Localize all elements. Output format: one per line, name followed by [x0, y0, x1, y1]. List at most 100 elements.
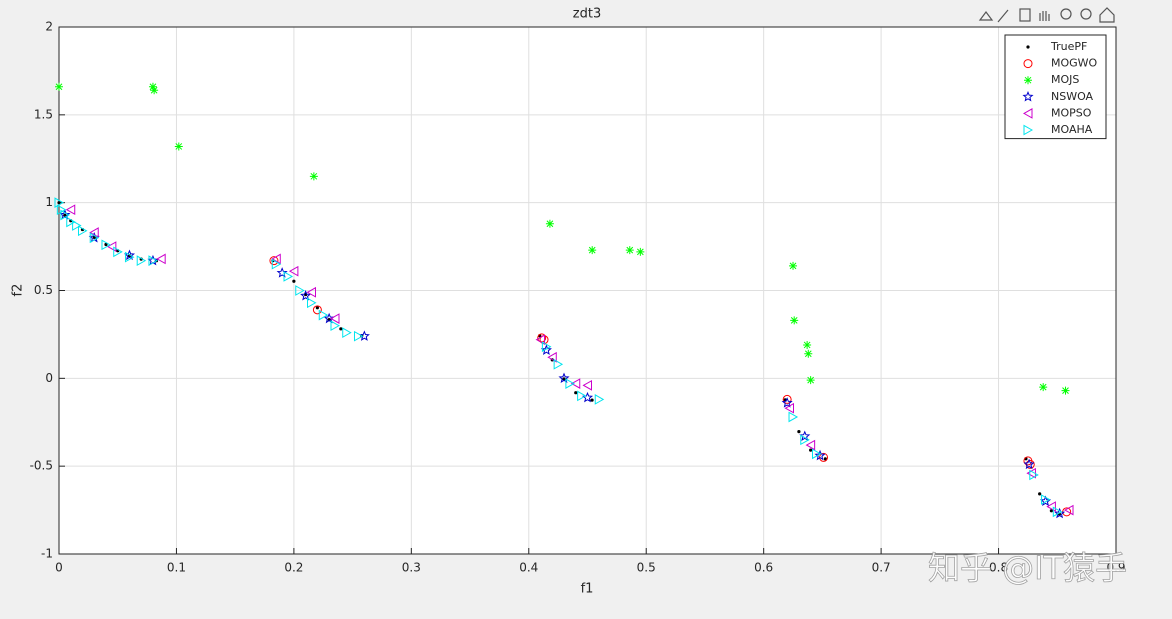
point [782, 394, 792, 404]
point [570, 378, 581, 389]
point [535, 334, 546, 346]
point [330, 320, 341, 331]
point [562, 377, 566, 381]
point [276, 267, 288, 278]
y-tick-label: 1 [45, 195, 53, 209]
point [55, 82, 63, 91]
point [309, 172, 318, 181]
point [547, 351, 557, 363]
point [1052, 506, 1063, 518]
point [1046, 501, 1056, 512]
legend-label: MOGWO [1051, 57, 1098, 70]
x-tick-label: 0.9 [1106, 561, 1125, 575]
y-tick-label: 1.5 [34, 107, 53, 121]
series-4 [65, 204, 1074, 516]
point [292, 279, 296, 283]
point [77, 225, 88, 237]
point [636, 247, 645, 256]
point [1038, 492, 1042, 496]
x-axis-label: f1 [581, 582, 594, 597]
point [65, 204, 76, 216]
point [113, 246, 123, 258]
point [89, 227, 99, 238]
point [799, 430, 811, 442]
legend-label: TruePF [1050, 40, 1087, 53]
point [804, 349, 813, 358]
point [806, 376, 815, 385]
brush-button[interactable] [997, 9, 1009, 23]
point [306, 286, 317, 298]
point [803, 340, 812, 349]
chart-title: zdt3 [573, 7, 601, 22]
x-tick-label: 0.4 [519, 561, 538, 575]
point [323, 312, 335, 324]
point [1054, 507, 1066, 519]
home-button[interactable] [1099, 7, 1115, 23]
legend: TruePF MOGWO MOJS NSWOA MOPSO MOAHA [1004, 34, 1107, 140]
y-tick-label: 2 [45, 20, 53, 34]
point [269, 256, 279, 266]
point [327, 318, 331, 322]
point [789, 261, 798, 270]
legend-marker [1024, 76, 1032, 85]
legend-label: NSWOA [1051, 90, 1094, 103]
point [329, 313, 340, 324]
legend-label: MOPSO [1051, 106, 1092, 119]
point [315, 306, 319, 310]
x-tick-label: 0 [55, 561, 63, 575]
x-tick-label: 0.6 [754, 561, 773, 575]
point [339, 327, 343, 331]
pan-button[interactable] [1039, 11, 1050, 21]
point [553, 358, 564, 370]
point [1064, 504, 1074, 516]
point [271, 253, 281, 265]
point [312, 305, 322, 315]
point [283, 271, 294, 282]
y-axis-label: f2 [11, 284, 26, 297]
series-2 [55, 82, 1070, 395]
legend-button[interactable] [1019, 8, 1031, 22]
x-tick-label: 0.2 [284, 561, 303, 575]
point [60, 209, 70, 221]
toolbar [978, 7, 1115, 23]
x-tick-label: 0.5 [637, 561, 656, 575]
point [358, 330, 370, 341]
point [342, 327, 352, 339]
point [1029, 469, 1039, 481]
point [625, 246, 634, 255]
point [814, 449, 826, 461]
legend-box [1004, 34, 1107, 140]
point [574, 391, 578, 395]
point [89, 232, 100, 244]
legend-marker [1023, 124, 1034, 136]
zoom-out-button[interactable] [1080, 8, 1092, 20]
point [123, 249, 136, 261]
point [148, 255, 158, 266]
data-tip-button[interactable] [978, 11, 994, 21]
point [106, 241, 117, 252]
point [541, 341, 552, 353]
legend-marker [1022, 108, 1033, 119]
point [300, 289, 312, 301]
point [136, 255, 147, 266]
point [788, 411, 799, 423]
point [148, 82, 157, 91]
x-tick-label: 0.8 [989, 561, 1008, 575]
point [54, 197, 65, 209]
x-tick-label: 0.3 [402, 561, 421, 575]
point [805, 439, 816, 451]
point [1023, 458, 1035, 470]
point [582, 380, 592, 391]
point [150, 86, 159, 95]
point [540, 344, 552, 355]
x-tick-label: 0.7 [872, 561, 891, 575]
zoom-in-button[interactable] [1060, 8, 1072, 20]
watermark: 知乎 @IT猿手 [928, 549, 1127, 587]
point [72, 220, 82, 231]
point [784, 402, 795, 414]
point [124, 251, 135, 263]
point [104, 242, 108, 247]
point [577, 390, 587, 402]
point [537, 333, 547, 343]
point [174, 142, 183, 151]
